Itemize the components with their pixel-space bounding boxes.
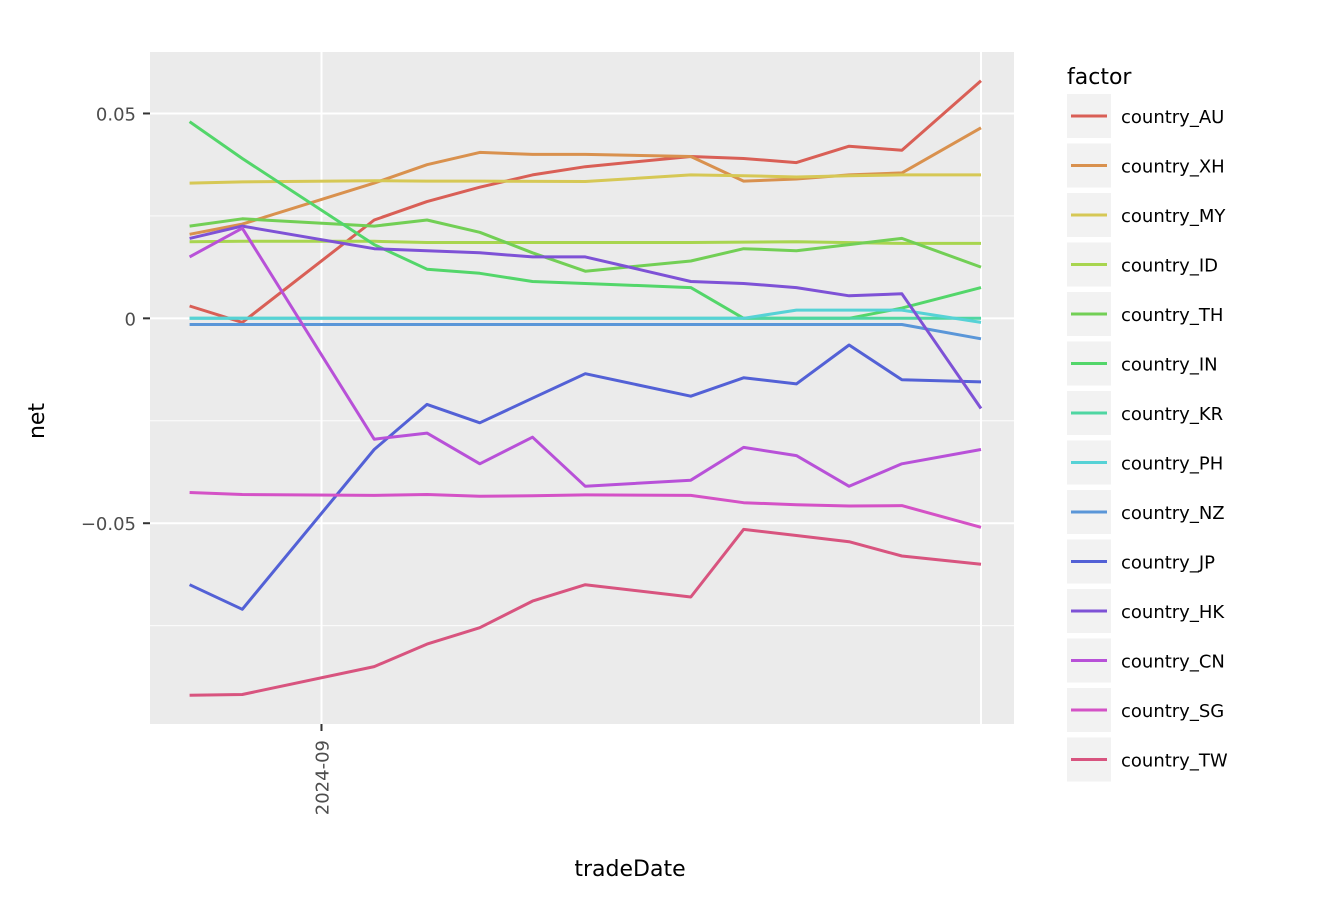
series-line-country-th xyxy=(189,217,982,273)
legend-label: country_MY xyxy=(1121,206,1226,227)
legend-label: country_TH xyxy=(1121,305,1223,326)
x-axis-title: tradeDate xyxy=(574,857,685,882)
minor-gridlines xyxy=(150,10,1014,627)
series-line-country-au xyxy=(189,79,982,324)
y-tick-label: −0.05 xyxy=(81,514,136,535)
y-tick-label: 0.05 xyxy=(96,104,136,125)
x-tick-label: 2024-09 xyxy=(312,740,333,815)
legend-label: country_AU xyxy=(1121,107,1224,128)
series-line-country-ph xyxy=(189,308,982,324)
legend-label: country_SG xyxy=(1121,701,1224,722)
y-axis-title: net xyxy=(25,403,50,439)
series-lines xyxy=(188,79,983,697)
series-line-country-jp xyxy=(188,343,982,611)
series-line-country-my xyxy=(189,173,981,185)
series-line-country-hk xyxy=(189,224,983,410)
series-line-country-sg xyxy=(189,491,982,529)
y-axis-ticks: 0.05 0 −0.05 xyxy=(81,104,150,535)
legend-label: country_XH xyxy=(1121,157,1225,178)
legend-label: country_ID xyxy=(1121,256,1218,277)
legend-label: country_PH xyxy=(1121,454,1223,475)
series-line-country-nz xyxy=(189,323,982,341)
legend-items: country_AU country_XH country_MY country_ID… xyxy=(1067,94,1228,782)
legend: factor country_AUcountry_XHcountry_MYcou… xyxy=(1067,65,1228,782)
legend-label: country_KR xyxy=(1121,404,1223,425)
legend-label: country_CN xyxy=(1121,652,1225,673)
legend-label: country_IN xyxy=(1121,355,1218,376)
y-tick-label: 0 xyxy=(125,309,136,330)
series-line-country-tw xyxy=(189,527,982,697)
legend-title: factor xyxy=(1067,65,1132,90)
legend-label: country_TW xyxy=(1121,751,1228,772)
x-axis-ticks: 2024-09 xyxy=(312,724,333,815)
legend-label: country_NZ xyxy=(1121,503,1225,524)
legend-label: country_JP xyxy=(1121,553,1215,574)
plot-panel xyxy=(150,52,1014,724)
legend-label: country_HK xyxy=(1121,602,1225,623)
series-line-country-cn xyxy=(188,226,982,488)
